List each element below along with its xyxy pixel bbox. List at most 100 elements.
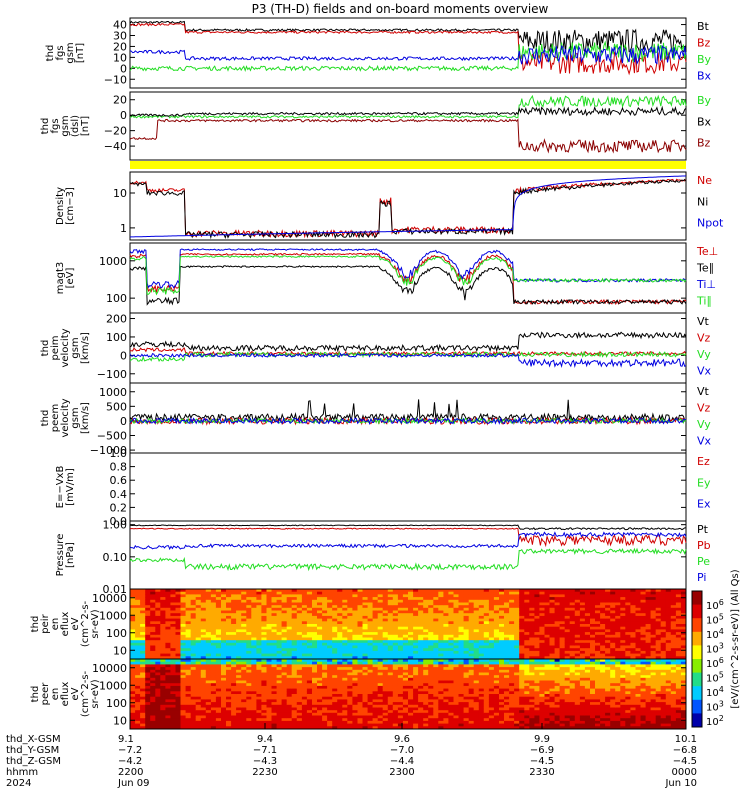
spectrogram-cell [478, 669, 485, 673]
spectrogram-cell [306, 634, 313, 638]
spectrogram-cell [423, 605, 429, 609]
spectrogram-cell [145, 699, 151, 703]
spectrogram-cell [130, 712, 136, 716]
spectrogram-cell [306, 672, 313, 676]
spectrogram-cell [493, 589, 500, 593]
spectrogram-cell [322, 642, 328, 646]
spectrogram-cell [443, 618, 449, 622]
spectrogram-cell [130, 699, 136, 703]
spectrogram-cell [291, 591, 298, 595]
spectrogram-cell [402, 607, 409, 611]
spectrogram-cell [423, 659, 429, 663]
spectrogram-cell [231, 634, 237, 638]
spectrogram-cell [342, 602, 348, 606]
spectrogram-cell [231, 605, 237, 609]
spectrogram-cell [397, 597, 404, 601]
spectrogram-cell [317, 664, 323, 668]
spectrogram-cell [650, 605, 657, 609]
spectrogram-cell [226, 688, 232, 692]
spectrogram-cell [665, 605, 672, 609]
spectrogram-cell [392, 664, 399, 668]
spectrogram-cell [377, 675, 384, 679]
spectrogram-cell [463, 726, 470, 730]
spectrogram-cell [261, 720, 267, 724]
spectrogram-cell [175, 688, 181, 692]
spectrogram-cell [377, 591, 384, 595]
spectrogram-cell [337, 645, 343, 649]
spectrogram-cell [195, 642, 202, 646]
spectrogram-cell [256, 723, 262, 727]
spectrogram-cell [458, 621, 464, 625]
spectrogram-cell [337, 688, 343, 692]
spectrogram-cell [210, 632, 217, 636]
spectrogram-cell [418, 624, 424, 628]
spectrogram-cell [493, 597, 500, 601]
spectrogram-cell [377, 618, 384, 622]
spectrogram-cell [605, 626, 611, 630]
spectrogram-cell [332, 707, 338, 711]
spectrogram-cell [185, 685, 192, 689]
spectrogram-cell [438, 685, 444, 689]
spectrogram-cell [296, 656, 303, 660]
spectrogram-cell [625, 642, 631, 646]
spectrogram-cell [205, 626, 212, 630]
spectrogram-cell [438, 621, 444, 625]
spectrogram-cell [675, 589, 682, 593]
spectrogram-cell [483, 669, 490, 673]
spectrogram-cell [286, 610, 293, 614]
spectrogram-cell [367, 675, 374, 679]
spectrogram-cell [387, 613, 394, 617]
spectrogram-cell [438, 710, 444, 714]
spectrogram-cell [372, 632, 379, 636]
spectrogram-cell [483, 629, 490, 633]
spectrogram-cell [418, 696, 424, 700]
spectrogram-cell [180, 710, 186, 714]
spectrogram-cell [428, 718, 434, 722]
spectrogram-cell [175, 702, 181, 706]
spectrogram-cell [600, 613, 606, 617]
spectrogram-cell [145, 715, 151, 719]
spectrogram-cell [241, 699, 247, 703]
spectrogram-cell [135, 667, 141, 671]
spectrogram-cell [352, 669, 358, 673]
spectrogram-cell [231, 653, 237, 657]
spectrogram-cell [428, 621, 434, 625]
spectrogram-cell [387, 605, 394, 609]
spectrogram-cell [569, 591, 576, 595]
spectrogram-cell [296, 648, 303, 652]
spectrogram-cell [185, 650, 192, 654]
spectrogram-cell [443, 602, 449, 606]
spectrogram-cell [215, 672, 222, 676]
spectrogram-cell [458, 659, 464, 663]
spectrogram-cell [499, 610, 505, 614]
spectrogram-cell [408, 720, 414, 724]
spectrogram-cell [397, 691, 404, 695]
spectrogram-cell [504, 594, 510, 598]
spectrogram-cell [448, 610, 454, 614]
spectrogram-cell [453, 618, 459, 622]
spectrogram-cell [322, 704, 328, 708]
spectrogram-cell [660, 650, 667, 654]
spectrogram-cell [625, 618, 631, 622]
spectrogram-cell [453, 613, 459, 617]
spectrogram-cell [332, 683, 338, 687]
spectrogram-cell [483, 667, 490, 671]
spectrogram-cell [534, 618, 540, 622]
y-tick-label: 0.0 [110, 515, 128, 528]
spectrogram-cell [312, 661, 318, 665]
spectrogram-cell [382, 664, 389, 668]
spectrogram-cell [165, 696, 171, 700]
spectrogram-cell [221, 642, 227, 646]
spectrogram-cell [605, 640, 611, 644]
spectrogram-cell [241, 589, 247, 593]
spectrogram-cell [357, 702, 363, 706]
spectrogram-cell [554, 602, 561, 606]
spectrogram-cell [655, 602, 662, 606]
spectrogram-cell [347, 661, 353, 665]
spectrogram-cell [362, 629, 368, 633]
spectrogram-cell [433, 696, 439, 700]
spectrogram-cell [650, 629, 657, 633]
spectrogram-cell [438, 634, 444, 638]
spectrogram-cell [448, 720, 454, 724]
spectrogram-cell [185, 718, 192, 722]
